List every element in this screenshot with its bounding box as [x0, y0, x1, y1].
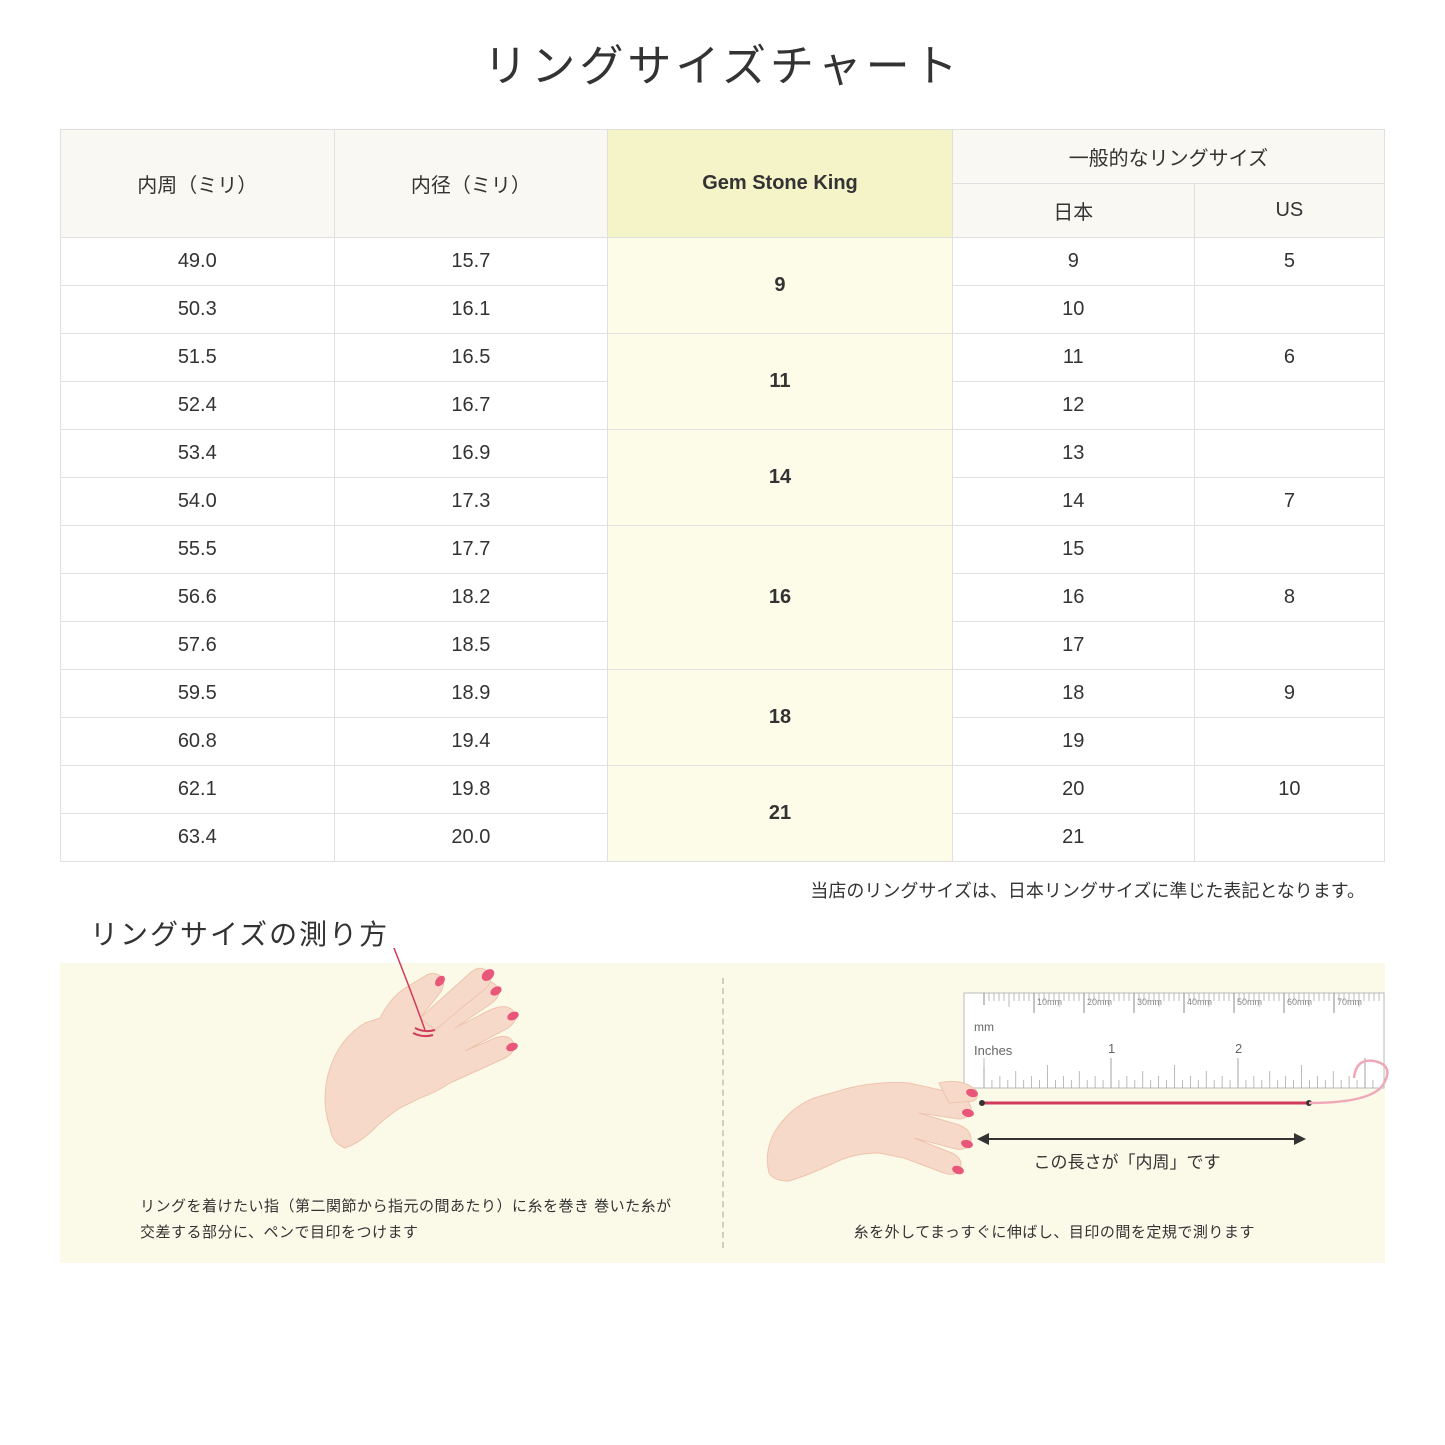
- cell-us: [1194, 622, 1384, 670]
- cell-diameter: 18.5: [334, 622, 608, 670]
- cell-japan: 20: [952, 766, 1194, 814]
- cell-circumference: 49.0: [61, 238, 335, 286]
- cell-circumference: 52.4: [61, 382, 335, 430]
- svg-text:10mm: 10mm: [1037, 997, 1062, 1007]
- ruler-illustration: mm 10mm20mm30mm40mm50mm60mm70mm Inches 1…: [924, 983, 1394, 1123]
- svg-text:1: 1: [1108, 1041, 1115, 1056]
- cell-circumference: 57.6: [61, 622, 335, 670]
- cell-japan: 9: [952, 238, 1194, 286]
- cell-japan: 14: [952, 478, 1194, 526]
- cell-circumference: 53.4: [61, 430, 335, 478]
- cell-circumference: 55.5: [61, 526, 335, 574]
- cell-us: 6: [1194, 334, 1384, 382]
- cell-us: 10: [1194, 766, 1384, 814]
- measure-right-panel: mm 10mm20mm30mm40mm50mm60mm70mm Inches 1…: [724, 963, 1386, 1263]
- cell-diameter: 16.1: [334, 286, 608, 334]
- cell-circumference: 54.0: [61, 478, 335, 526]
- header-us: US: [1194, 184, 1384, 238]
- measure-left-panel: リングを着けたい指（第二関節から指元の間あたり）に糸を巻き 巻いた糸が交差する部…: [60, 963, 722, 1263]
- cell-gsk: 14: [608, 430, 953, 526]
- hand-wrap-illustration: [270, 948, 570, 1178]
- ruler-mm-label: mm: [974, 1020, 994, 1034]
- cell-gsk: 11: [608, 334, 953, 430]
- left-caption: リングを着けたい指（第二関節から指元の間あたり）に糸を巻き 巻いた糸が交差する部…: [140, 1194, 682, 1245]
- table-row: 62.119.8212010: [61, 766, 1385, 814]
- table-row: 51.516.511116: [61, 334, 1385, 382]
- cell-diameter: 16.7: [334, 382, 608, 430]
- table-row: 59.518.918189: [61, 670, 1385, 718]
- cell-japan: 18: [952, 670, 1194, 718]
- cell-japan: 17: [952, 622, 1194, 670]
- cell-circumference: 51.5: [61, 334, 335, 382]
- cell-us: 7: [1194, 478, 1384, 526]
- cell-japan: 11: [952, 334, 1194, 382]
- table-row: 49.015.7995: [61, 238, 1385, 286]
- cell-us: [1194, 382, 1384, 430]
- cell-us: [1194, 718, 1384, 766]
- cell-japan: 15: [952, 526, 1194, 574]
- cell-us: [1194, 814, 1384, 862]
- cell-gsk: 21: [608, 766, 953, 862]
- cell-diameter: 16.9: [334, 430, 608, 478]
- cell-diameter: 19.8: [334, 766, 608, 814]
- header-circumference: 内周（ミリ）: [61, 130, 335, 238]
- cell-japan: 16: [952, 574, 1194, 622]
- cell-japan: 12: [952, 382, 1194, 430]
- cell-japan: 10: [952, 286, 1194, 334]
- cell-diameter: 17.3: [334, 478, 608, 526]
- svg-text:40mm: 40mm: [1187, 997, 1212, 1007]
- cell-circumference: 59.5: [61, 670, 335, 718]
- cell-circumference: 63.4: [61, 814, 335, 862]
- svg-text:20mm: 20mm: [1087, 997, 1112, 1007]
- right-caption: 糸を外してまっすぐに伸ばし、目印の間を定規で測ります: [724, 1220, 1386, 1246]
- cell-diameter: 17.7: [334, 526, 608, 574]
- hand-hold-illustration: [759, 1053, 989, 1203]
- cell-us: [1194, 526, 1384, 574]
- table-row: 53.416.91413: [61, 430, 1385, 478]
- cell-circumference: 62.1: [61, 766, 335, 814]
- cell-japan: 21: [952, 814, 1194, 862]
- measure-section: リングを着けたい指（第二関節から指元の間あたり）に糸を巻き 巻いた糸が交差する部…: [60, 963, 1385, 1263]
- cell-us: 5: [1194, 238, 1384, 286]
- cell-us: 8: [1194, 574, 1384, 622]
- measure-title: リングサイズの測り方: [90, 913, 1385, 953]
- cell-gsk: 9: [608, 238, 953, 334]
- header-diameter: 内径（ミリ）: [334, 130, 608, 238]
- cell-diameter: 20.0: [334, 814, 608, 862]
- cell-gsk: 16: [608, 526, 953, 670]
- cell-diameter: 18.2: [334, 574, 608, 622]
- cell-us: [1194, 430, 1384, 478]
- svg-text:60mm: 60mm: [1287, 997, 1312, 1007]
- table-row: 55.517.71615: [61, 526, 1385, 574]
- header-general-group: 一般的なリングサイズ: [952, 130, 1384, 184]
- note-text: 当店のリングサイズは、日本リングサイズに準じた表記となります。: [60, 877, 1385, 903]
- cell-us: 9: [1194, 670, 1384, 718]
- length-arrow: [979, 1138, 1304, 1140]
- size-chart-table: 内周（ミリ） 内径（ミリ） Gem Stone King 一般的なリングサイズ …: [60, 129, 1385, 862]
- cell-diameter: 15.7: [334, 238, 608, 286]
- cell-us: [1194, 286, 1384, 334]
- cell-circumference: 50.3: [61, 286, 335, 334]
- page-title: リングサイズチャート: [60, 30, 1385, 94]
- cell-circumference: 56.6: [61, 574, 335, 622]
- cell-japan: 19: [952, 718, 1194, 766]
- svg-text:50mm: 50mm: [1237, 997, 1262, 1007]
- cell-diameter: 19.4: [334, 718, 608, 766]
- cell-japan: 13: [952, 430, 1194, 478]
- cell-diameter: 16.5: [334, 334, 608, 382]
- cell-diameter: 18.9: [334, 670, 608, 718]
- svg-text:70mm: 70mm: [1337, 997, 1362, 1007]
- header-japan: 日本: [952, 184, 1194, 238]
- length-label: この長さが「内周」です: [1034, 1148, 1221, 1173]
- cell-circumference: 60.8: [61, 718, 335, 766]
- svg-text:30mm: 30mm: [1137, 997, 1162, 1007]
- svg-text:2: 2: [1235, 1041, 1242, 1056]
- cell-gsk: 18: [608, 670, 953, 766]
- header-gsk: Gem Stone King: [608, 130, 953, 238]
